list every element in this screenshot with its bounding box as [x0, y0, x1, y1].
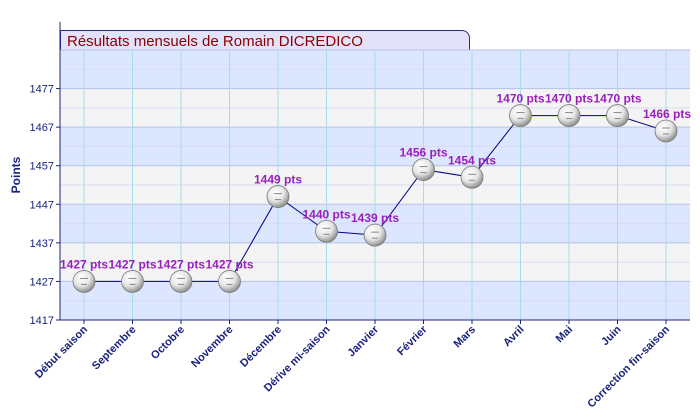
data-point-marker — [266, 185, 290, 208]
data-point-marker — [412, 158, 435, 181]
chart-title: Résultats mensuels de Romain DICREDICO — [67, 33, 363, 50]
x-tick-label: Septembre — [90, 324, 139, 373]
y-tick-label: 1437 — [30, 238, 54, 250]
data-point-marker — [363, 223, 387, 247]
data-label: 1454 pts — [448, 153, 496, 167]
x-tick-label: Novembre — [189, 324, 236, 371]
x-tick-label: Juin — [599, 323, 624, 348]
data-label: 1427 pts — [205, 257, 253, 271]
data-point-marker — [72, 270, 96, 293]
data-point-marker — [218, 270, 241, 293]
data-label: 1470 pts — [545, 92, 593, 106]
chart-title-tab: Résultats mensuels de Romain DICREDICO — [60, 30, 470, 50]
data-label: 1427 pts — [60, 257, 108, 271]
data-label: 1466 pts — [643, 107, 691, 121]
x-tick-label: Début saison — [33, 323, 91, 381]
y-tick-label: 1467 — [30, 122, 54, 134]
data-label: 1449 pts — [254, 173, 302, 187]
x-tick-label: Mars — [451, 324, 478, 351]
y-tick-label: 1417 — [30, 315, 54, 327]
data-point-marker — [654, 119, 678, 143]
data-point-marker — [315, 219, 338, 243]
data-point-marker — [169, 270, 193, 293]
data-point-marker — [460, 165, 484, 189]
x-tick-label: Correction fin-saison — [585, 323, 672, 410]
x-tick-label: Février — [395, 323, 430, 358]
data-label: 1440 pts — [302, 207, 350, 221]
data-label: 1427 pts — [157, 257, 205, 271]
data-label: 1456 pts — [399, 146, 447, 160]
data-point-marker — [606, 104, 629, 127]
y-tick-label: 1447 — [30, 199, 54, 211]
data-label: 1427 pts — [108, 257, 156, 271]
y-tick-label: 1477 — [30, 84, 54, 96]
data-point-marker — [557, 104, 581, 127]
y-tick-label: 1457 — [30, 161, 54, 173]
data-label: 1470 pts — [593, 92, 641, 106]
x-tick-label: Octobre — [149, 324, 187, 362]
x-tick-label: Janvier — [345, 323, 381, 359]
data-point-marker — [121, 270, 144, 293]
x-tick-label: Avril — [501, 324, 526, 349]
data-label: 1439 pts — [351, 211, 399, 225]
data-point-marker — [509, 104, 532, 127]
y-tick-label: 1427 — [30, 276, 54, 288]
x-tick-label: Mai — [554, 324, 575, 345]
y-axis-title: Points — [9, 156, 23, 193]
data-label: 1470 pts — [496, 92, 544, 106]
x-tick-label: Décembre — [238, 324, 284, 370]
